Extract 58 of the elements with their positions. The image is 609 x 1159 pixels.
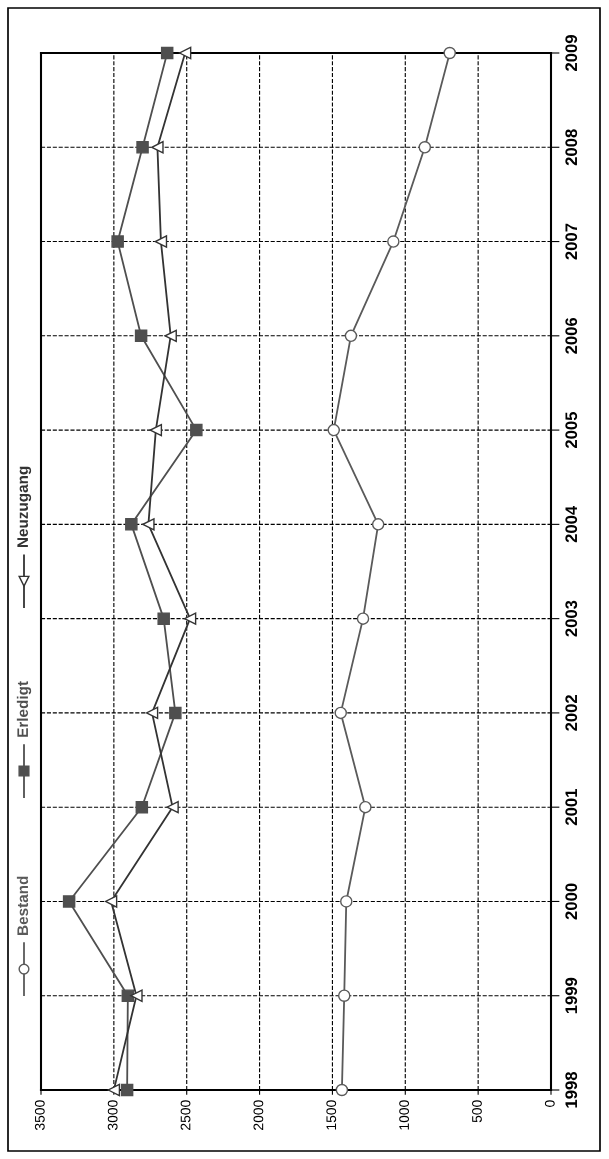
x-tick-label: 2500 (180, 1100, 191, 1130)
text: Neuzugang (17, 466, 32, 548)
x-tick-label: 1500 (326, 1100, 337, 1130)
point (164, 329, 177, 343)
point (111, 235, 124, 248)
y-tick-label: 2006 (565, 317, 578, 354)
point (121, 989, 135, 1002)
x-tick-label: 3000 (107, 1100, 118, 1131)
text: Bestand (16, 876, 29, 935)
x-tick-label: 1000 (399, 1100, 410, 1130)
y-tick-label: 2002 (565, 695, 578, 731)
point (160, 46, 174, 60)
y-tick-label: 2008 (565, 129, 578, 166)
point (142, 518, 155, 531)
point (120, 1083, 134, 1097)
y-tick-label: 2000 (565, 883, 578, 920)
point (443, 46, 456, 60)
y-tick-label: 2009 (565, 35, 578, 71)
point (387, 235, 400, 248)
x-tick-label: 0 (544, 1100, 555, 1107)
point (157, 612, 170, 625)
point (371, 518, 385, 531)
x-tick-label: 2000 (253, 1100, 264, 1130)
point (356, 612, 370, 625)
point (337, 989, 351, 1002)
point (183, 612, 197, 625)
point (327, 423, 340, 437)
y-tick-label: 1999 (565, 977, 578, 1014)
point (135, 800, 149, 814)
point (130, 989, 143, 1002)
point (190, 423, 203, 437)
point (151, 141, 164, 154)
text: Erledigt (16, 681, 32, 737)
point (334, 706, 347, 720)
y-tick-label: 2007 (565, 223, 578, 260)
point (340, 895, 353, 908)
point (169, 706, 182, 720)
point (62, 895, 76, 908)
point (134, 329, 148, 343)
point (104, 895, 118, 908)
point (335, 1083, 349, 1097)
point (145, 706, 159, 720)
point (344, 329, 358, 343)
y-tick-label: 2003 (565, 600, 578, 637)
point (125, 518, 138, 531)
point (154, 235, 168, 248)
y-tick-label: 2004 (565, 505, 578, 543)
y-tick-label: 1998 (565, 1071, 578, 1108)
point (418, 141, 432, 154)
point (359, 800, 372, 814)
point (136, 141, 149, 154)
x-tick-label: 3500 (34, 1100, 45, 1131)
y-tick-label: 2001 (565, 789, 578, 826)
point (178, 46, 192, 60)
x-tick-label: 500 (472, 1100, 482, 1123)
point (166, 800, 179, 814)
point (149, 423, 163, 437)
y-tick-label: 2005 (565, 412, 578, 449)
